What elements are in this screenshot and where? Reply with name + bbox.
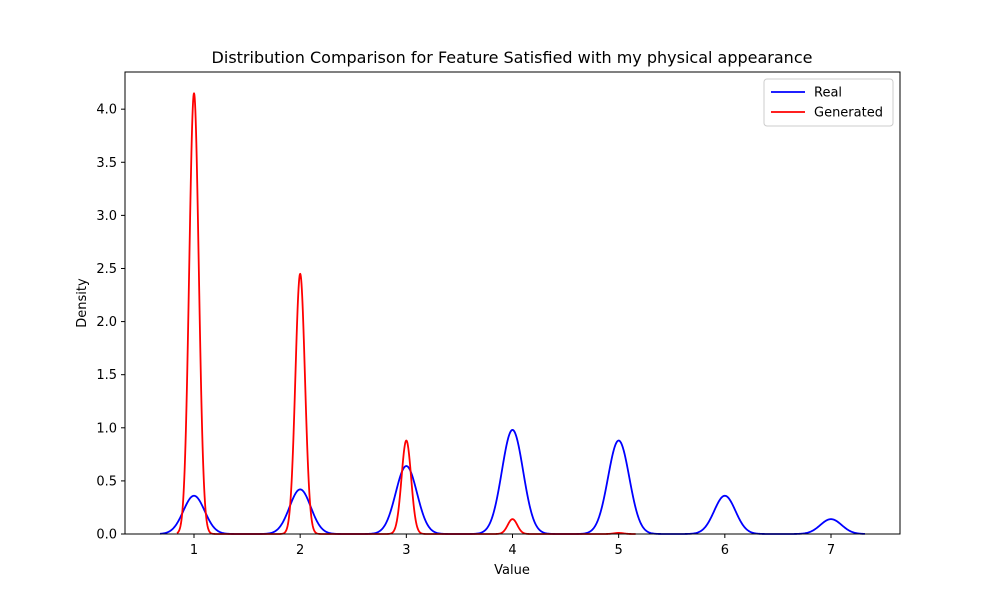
y-tick-label: 0.5 — [96, 474, 117, 489]
y-tick-label: 1.0 — [96, 421, 117, 436]
chart-title: Distribution Comparison for Feature Sati… — [212, 48, 813, 67]
y-tick-label: 4.0 — [96, 103, 117, 118]
x-tick-label: 7 — [827, 543, 835, 558]
legend-label-generated: Generated — [814, 106, 883, 121]
x-tick-label: 1 — [190, 543, 198, 558]
y-tick-label: 3.5 — [96, 156, 117, 171]
series-line-generated — [176, 92, 637, 535]
plot-frame — [124, 71, 901, 535]
y-tick-label: 2.0 — [96, 315, 117, 330]
y-tick-label: 1.5 — [96, 368, 117, 383]
y-axis-ticks: 0.0 0.5 1.0 1.5 2.0 2.5 3.0 3.5 4.0 — [96, 103, 125, 543]
x-tick-label: 6 — [721, 543, 729, 558]
x-tick-label: 4 — [508, 543, 516, 558]
series-line-real — [159, 429, 866, 535]
legend: Real Generated — [763, 78, 894, 127]
y-axis-label: Density — [75, 278, 90, 328]
series-layer — [159, 92, 866, 535]
y-tick-label: 2.5 — [96, 262, 117, 277]
x-axis-ticks: 1 2 3 4 5 6 7 — [190, 534, 835, 558]
legend-label-real: Real — [814, 86, 842, 101]
x-tick-label: 5 — [615, 543, 623, 558]
y-tick-label: 3.0 — [96, 209, 117, 224]
x-axis-label: Value — [494, 563, 530, 578]
x-tick-label: 3 — [402, 543, 410, 558]
x-tick-label: 2 — [296, 543, 304, 558]
legend-box — [763, 78, 894, 127]
y-tick-label: 0.0 — [96, 528, 117, 543]
